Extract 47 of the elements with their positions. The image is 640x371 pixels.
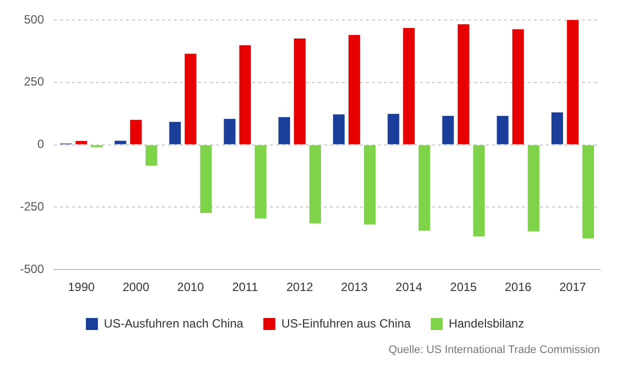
legend-label: US-Ausfuhren nach China [104, 316, 244, 330]
bar [184, 54, 196, 144]
y-tick-label: 500 [24, 12, 44, 26]
x-tick-label: 2013 [340, 280, 368, 294]
legend-label: Handelsbilanz [448, 316, 524, 330]
y-tick-label: -500 [20, 262, 44, 276]
legend-label: US-Einfuhren aus China [281, 316, 412, 330]
x-tick-label: 2010 [177, 280, 204, 294]
bar [582, 145, 594, 238]
bar [333, 114, 345, 144]
bar [146, 145, 158, 166]
x-tick-label: 2015 [450, 280, 478, 294]
bar [458, 24, 470, 144]
bar [496, 116, 508, 144]
bar [309, 145, 321, 224]
bar [364, 145, 376, 224]
bar [348, 34, 360, 144]
bar [278, 117, 290, 144]
bar [473, 145, 485, 236]
y-tick-label: 250 [24, 74, 44, 89]
x-tick-label: 2011 [232, 280, 258, 294]
bar [294, 38, 306, 144]
x-tick-label: 1990 [68, 280, 95, 294]
bar [442, 116, 454, 144]
bar [254, 145, 266, 218]
bar [130, 120, 142, 144]
y-tick-label: -250 [20, 200, 44, 214]
bar [551, 112, 564, 144]
x-tick-label: 2000 [122, 280, 150, 294]
x-tick-label: 2017 [559, 280, 586, 294]
bar [76, 141, 88, 144]
source-note: Quelle: US International Trade Commission [388, 344, 600, 356]
x-tick-label: 2016 [504, 280, 532, 294]
bar [169, 122, 181, 144]
bar [418, 145, 430, 231]
bar [114, 140, 126, 144]
bar [200, 145, 212, 213]
bar [403, 28, 415, 144]
y-tick-label: 0 [37, 137, 44, 152]
bar [528, 145, 540, 232]
bar [566, 20, 578, 144]
bar [388, 114, 400, 144]
bar [239, 45, 251, 144]
bar [512, 29, 524, 144]
x-tick-label: 2014 [396, 280, 423, 294]
x-tick-label: 2012 [286, 280, 314, 294]
bar [224, 118, 236, 144]
